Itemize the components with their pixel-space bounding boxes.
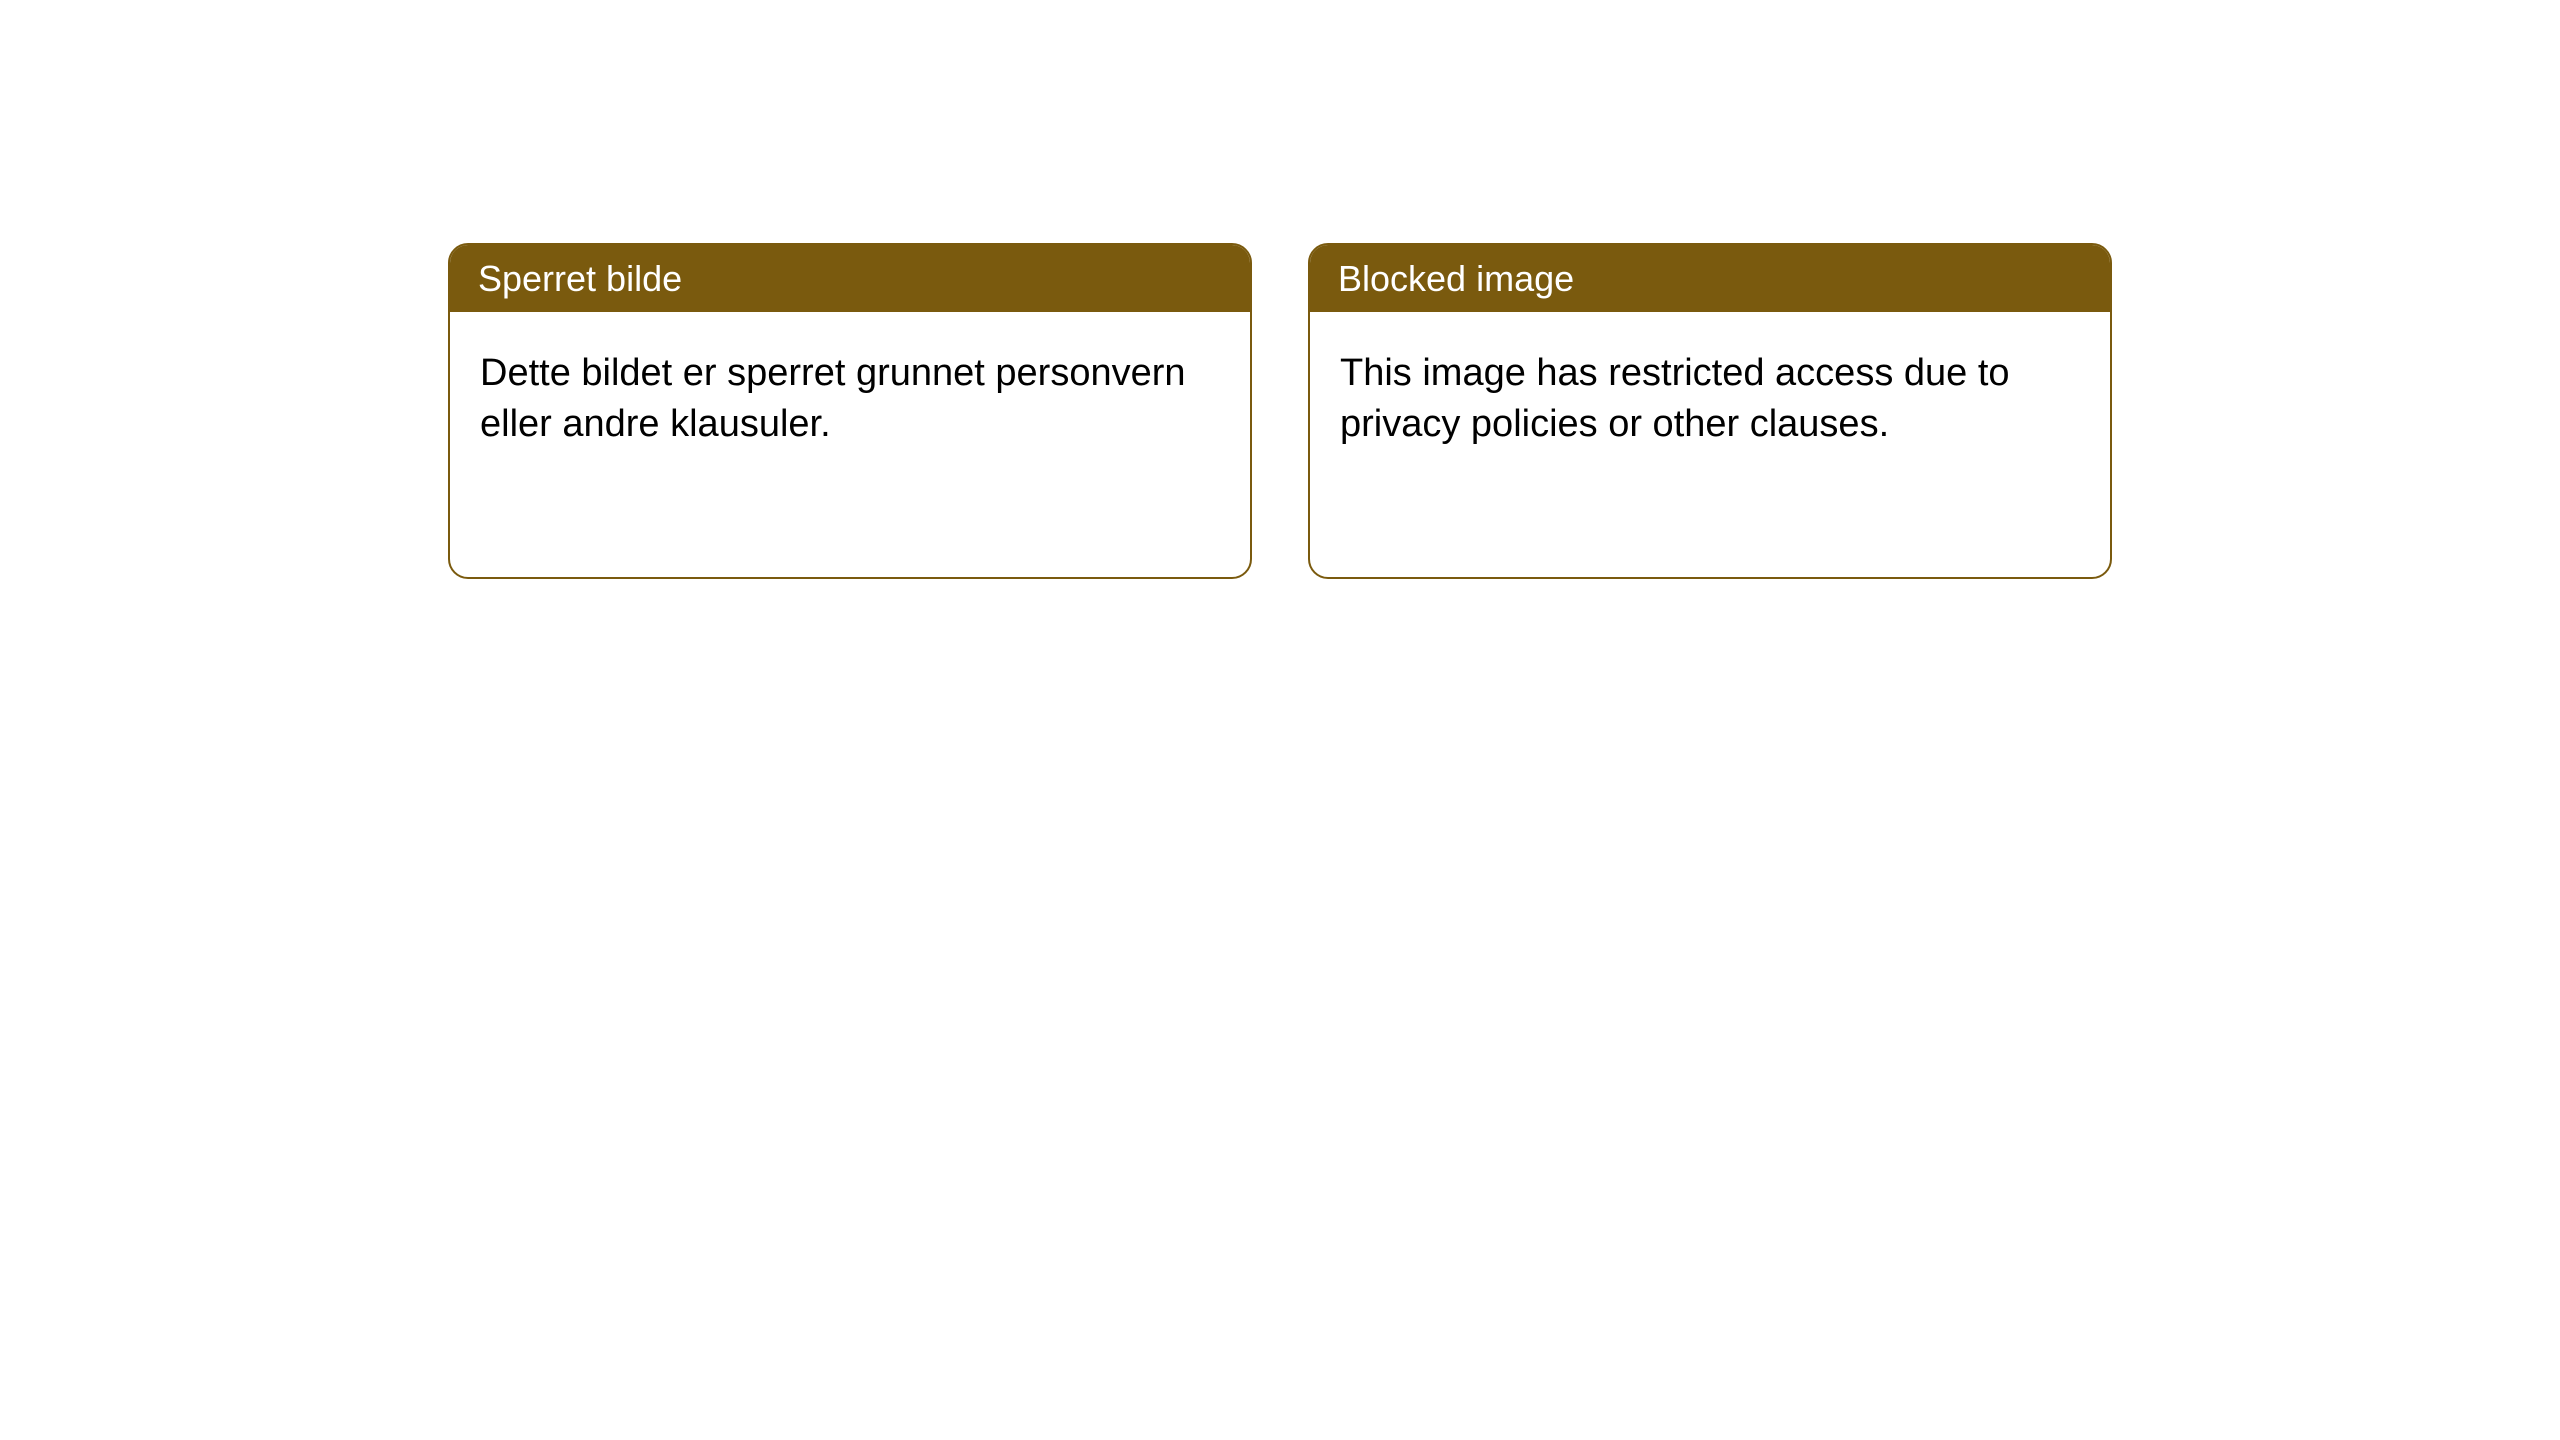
card-body: This image has restricted access due to …: [1310, 312, 2110, 487]
card-header: Sperret bilde: [450, 245, 1250, 312]
card-title: Blocked image: [1338, 258, 1574, 299]
notice-card-container: Sperret bilde Dette bildet er sperret gr…: [448, 243, 2112, 579]
card-header: Blocked image: [1310, 245, 2110, 312]
card-title: Sperret bilde: [478, 258, 682, 299]
card-body: Dette bildet er sperret grunnet personve…: [450, 312, 1250, 487]
notice-card-english: Blocked image This image has restricted …: [1308, 243, 2112, 579]
notice-card-norwegian: Sperret bilde Dette bildet er sperret gr…: [448, 243, 1252, 579]
card-body-text: This image has restricted access due to …: [1340, 352, 2010, 445]
card-body-text: Dette bildet er sperret grunnet personve…: [480, 352, 1186, 445]
